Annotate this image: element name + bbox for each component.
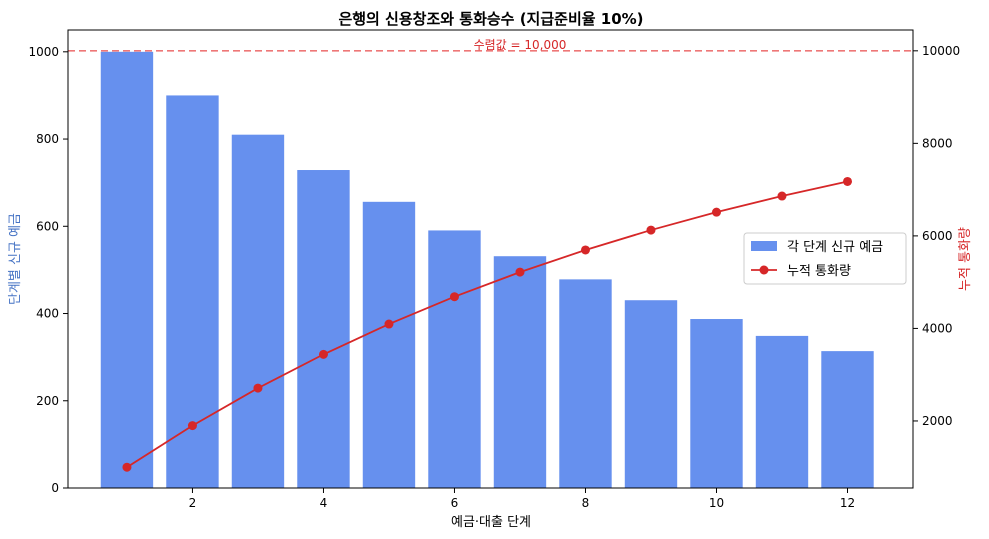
y-axis-left: 0 200 400 600 800 1000 — [28, 45, 68, 495]
data-point — [122, 462, 132, 472]
data-point — [384, 319, 394, 329]
y-right-tick-label: 2000 — [922, 414, 953, 428]
y-left-tick-label: 200 — [36, 394, 59, 408]
y-right-tick-label: 8000 — [922, 136, 953, 150]
y-left-tick-label: 400 — [36, 307, 59, 321]
bar — [624, 300, 678, 488]
data-point — [711, 207, 721, 217]
y-axis-right: 2000 4000 6000 8000 10000 — [913, 44, 960, 428]
bar — [821, 351, 874, 488]
x-tick-label: 8 — [582, 496, 590, 510]
x-tick-label: 12 — [840, 496, 855, 510]
data-point — [842, 176, 852, 186]
plot-frame — [67, 29, 914, 489]
bar — [231, 134, 285, 488]
y-axis-left-label: 단계별 신규 예금 — [8, 213, 23, 305]
chart-title: 은행의 신용창조와 통화승수 (지급준비율 10%) — [338, 10, 643, 28]
data-point — [318, 349, 328, 359]
bar — [690, 319, 743, 488]
reference-label: 수렴값 = 10,000 — [474, 38, 567, 52]
cumulative-points — [122, 176, 852, 472]
cumulative-line — [126, 180, 848, 468]
y-left-tick-label: 600 — [36, 219, 59, 233]
legend-bar-swatch — [751, 241, 777, 251]
bar — [755, 335, 809, 488]
bar — [362, 201, 416, 488]
x-axis: 2 4 6 8 10 12 — [189, 488, 855, 510]
bar — [559, 279, 612, 488]
x-tick-label: 6 — [451, 496, 459, 510]
legend-line-label: 누적 통화량 — [787, 264, 851, 279]
data-point — [449, 292, 459, 302]
y-right-tick-label: 4000 — [922, 321, 953, 335]
y-right-tick-label: 10000 — [922, 44, 960, 58]
bars-group — [100, 51, 874, 489]
bar — [428, 230, 481, 489]
data-point — [253, 383, 263, 393]
y-left-tick-label: 1000 — [28, 45, 59, 59]
legend-box — [743, 232, 907, 285]
legend: 각 단계 신규 예금 누적 통화량 — [743, 232, 907, 285]
x-axis-label: 예금·대출 단계 — [451, 515, 531, 530]
data-point — [646, 225, 656, 235]
legend-bar-label: 각 단계 신규 예금 — [787, 240, 883, 255]
bar — [493, 256, 547, 488]
x-tick-label: 10 — [709, 496, 724, 510]
bar — [297, 170, 350, 488]
y-right-tick-label: 6000 — [922, 229, 953, 243]
y-left-tick-label: 0 — [51, 481, 59, 495]
y-left-tick-label: 800 — [36, 132, 59, 146]
data-point — [580, 245, 590, 255]
x-tick-label: 2 — [189, 496, 197, 510]
x-tick-label: 4 — [320, 496, 328, 510]
data-point — [777, 191, 787, 201]
y-axis-right-label: 누적 통화량 — [958, 227, 973, 291]
data-point — [515, 267, 525, 277]
legend-line-marker — [759, 265, 769, 275]
data-point — [187, 421, 197, 431]
bar — [100, 51, 154, 489]
